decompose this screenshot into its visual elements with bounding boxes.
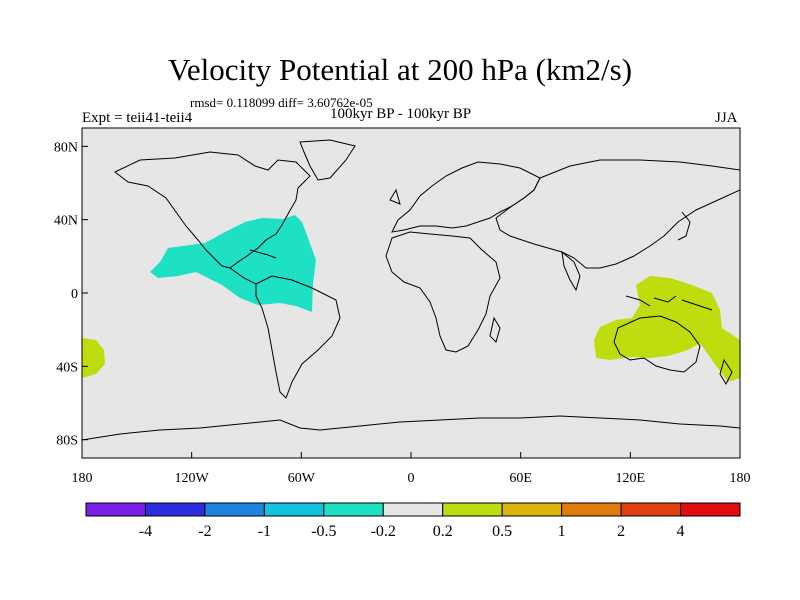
colorbar-swatch (323, 502, 384, 517)
colorbar: -4 -2 -1 -0.5 -0.2 0.2 0.5 1 2 4 (85, 502, 741, 540)
lat-tick-label: 40S (56, 360, 78, 375)
longitude-axis: 180 120W 60W 0 60E 120E 180 (72, 452, 751, 486)
colorbar-swatch (561, 502, 622, 517)
negative-anomaly-atlantic (150, 215, 316, 312)
lon-tick-label: 180 (72, 471, 93, 486)
lon-tick-label: 60W (288, 471, 316, 486)
colorbar-label: 2 (617, 523, 625, 540)
colorbar-swatch (382, 502, 444, 517)
colorbar-swatch (144, 502, 206, 517)
colorbar-swatch (680, 502, 741, 517)
latitude-axis: 80N 40N 0 40S 80S (54, 140, 88, 449)
stats-text: rmsd= 0.118099 diff= 3.60762e-05 (190, 95, 373, 110)
chart-title: Velocity Potential at 200 hPa (km2/s) (167, 52, 633, 87)
positive-anomaly-west-edge (82, 338, 105, 378)
colorbar-label: -0.5 (311, 523, 336, 540)
lat-tick-label: 0 (71, 287, 78, 302)
lat-tick-label: 80S (56, 434, 78, 449)
colorbar-swatch (263, 502, 325, 517)
colorbar-label: -1 (258, 523, 271, 540)
colorbar-swatch (501, 502, 563, 517)
lon-tick-label: 180 (730, 471, 751, 486)
coastlines (82, 139, 740, 441)
colorbar-label: 1 (558, 523, 566, 540)
lon-tick-label: 60E (509, 471, 532, 486)
colorbar-swatch (620, 502, 682, 517)
season-label: JJA (715, 110, 738, 126)
lon-tick-label: 0 (408, 471, 415, 486)
colorbar-swatch (204, 502, 265, 517)
colorbar-label: -2 (198, 523, 211, 540)
map-background (82, 128, 740, 458)
colorbar-swatch (85, 502, 146, 517)
experiment-label: Expt = teii41-teii4 (82, 110, 193, 126)
colorbar-swatch (442, 502, 503, 517)
lat-tick-label: 40N (54, 214, 78, 229)
lat-tick-label: 80N (54, 140, 78, 155)
lon-tick-label: 120E (616, 471, 646, 486)
positive-anomaly-maritime (594, 276, 740, 382)
period-label: 100kyr BP - 100kyr BP (330, 106, 472, 122)
colorbar-label: 4 (677, 523, 685, 540)
colorbar-label: -4 (139, 523, 152, 540)
colorbar-label: -0.2 (371, 523, 396, 540)
colorbar-label: 0.2 (433, 523, 453, 540)
lon-tick-label: 120W (175, 471, 210, 486)
colorbar-label: 0.5 (492, 523, 512, 540)
